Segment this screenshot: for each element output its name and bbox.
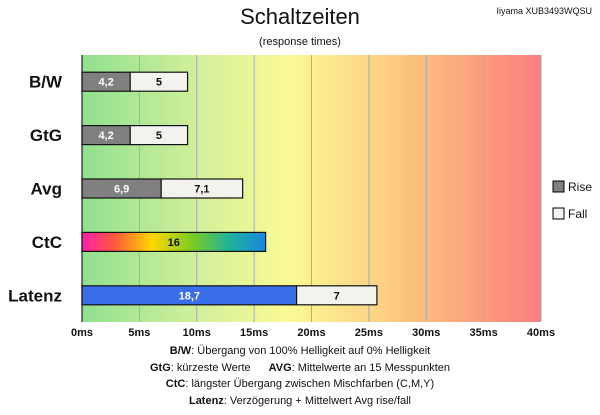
footer-line-bw: B/W: Übergang von 100% Helligkeit auf 0%… [0,343,600,360]
x-tick-label: 35ms [470,327,498,339]
monitor-model-label: Iiyama XUB3493WQSU [496,6,592,16]
category-label: CtC [32,233,62,252]
bar-fall [160,178,244,199]
footer-text: : kürzeste Werte [170,361,251,374]
footer-line-latenz: Latenz: Verzögerung + Mittelwert Avg ris… [0,393,600,410]
legend-label-rise: Rise [568,180,592,194]
bar-rise [81,231,267,252]
category-label: GtG [30,126,62,145]
category-labels: B/W GtG Avg CtC Latenz [8,73,63,306]
x-tick-label: 25ms [355,327,383,339]
footer-key: CtC [165,378,186,390]
chart-title: Schaltzeiten [240,4,360,29]
response-time-chart: B/W GtG Avg CtC Latenz 4,2 5 4,2 5 6,9 7,1 16 18,7 7… [8,55,592,339]
footer-text: : Übergang von 100% Helligkeit auf 0% He… [191,345,431,357]
x-tick-label: 0ms [71,327,93,339]
bar-value-label: 7,1 [194,184,209,196]
bar-value-label: 18,7 [179,290,200,302]
bars: 4,2 5 4,2 5 6,9 7,1 16 18,7 7 [81,71,378,306]
footer-line-ctc: CtC: längster Übergang zwischen Mischfar… [0,376,600,393]
bar-fall [129,71,189,92]
footer-text: : Verzögerung + Mittelwert Avg rise/fall [223,394,412,407]
footer-legend: B/W: Übergang von 100% Helligkeit auf 0%… [0,343,600,409]
bar-value-label: 6,9 [114,184,129,196]
footer-line-gtg-avg: GtG: kürzeste Werte AVG: Mittelwerte an 1… [0,360,600,377]
category-label: B/W [29,73,63,92]
bar-value-label: 4,2 [98,130,113,142]
bar-value-label: 5 [156,130,162,142]
footer-key: AVG [268,361,292,374]
footer-key: GtG [149,361,171,374]
footer-text: : längster Übergang zwischen Mischfarben… [185,378,435,390]
x-tick-label: 10ms [183,327,211,339]
x-tick-label: 40ms [527,327,555,339]
x-tick-label: 5ms [128,327,150,339]
category-label: Avg [31,180,63,199]
legend-label-fall: Fall [568,207,587,221]
bar-value-label: 7 [334,290,340,302]
x-axis-ticks: 0ms 5ms 10ms 15ms 20ms 25ms 30ms 35ms 40ms [71,327,555,339]
bar-value-label: 16 [168,237,180,249]
bar-fall [295,285,378,306]
footer-key: B/W [169,345,192,357]
legend: Rise Fall [552,180,592,221]
footer-key: Latenz [188,394,224,407]
category-label: Latenz [8,286,62,305]
bar-fall [129,124,189,146]
bar-value-label: 5 [156,77,162,89]
legend-swatch-rise [552,180,565,193]
footer-text: : Mittelwerte an 15 Messpunkten [291,361,451,374]
x-tick-label: 30ms [412,327,440,339]
x-tick-label: 15ms [240,327,268,339]
bar-value-label: 4,2 [98,77,113,89]
legend-swatch-fall [552,207,565,220]
chart-subtitle: (response times) [259,36,341,48]
x-tick-label: 20ms [297,327,325,339]
